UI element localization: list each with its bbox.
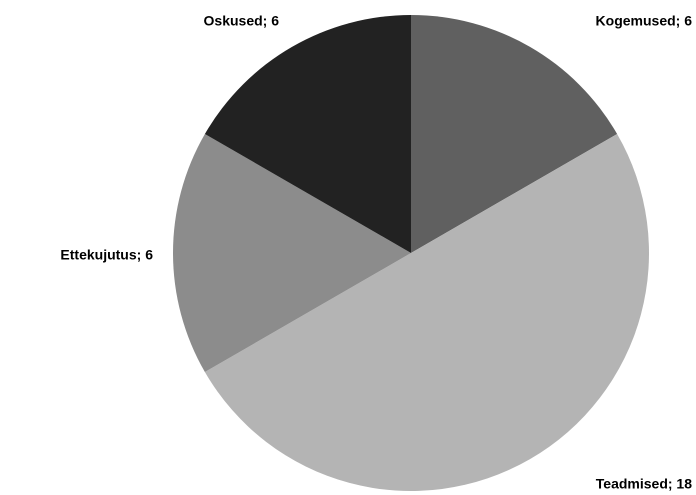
pie-slice [411,15,618,253]
slice-label: Ettekujutus; 6 [60,247,153,263]
slice-label: Kogemused; 6 [596,13,693,29]
pie-slice [204,15,411,253]
slice-label: Teadmised; 18 [596,476,692,492]
pie-slice [173,134,411,372]
pie-slice [204,134,649,491]
slice-label: Oskused; 6 [204,13,280,29]
